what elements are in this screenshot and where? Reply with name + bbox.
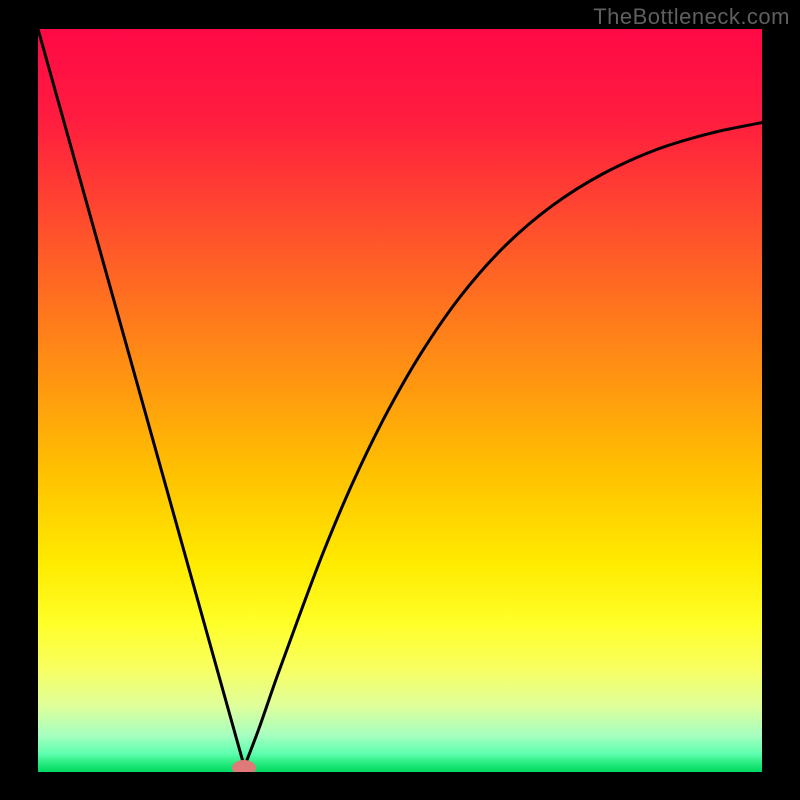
stage: TheBottleneck.com (0, 0, 800, 800)
bottleneck-curve (38, 29, 762, 767)
watermark-text: TheBottleneck.com (593, 4, 790, 30)
plot-area (38, 29, 762, 772)
chart-svg (38, 29, 762, 772)
